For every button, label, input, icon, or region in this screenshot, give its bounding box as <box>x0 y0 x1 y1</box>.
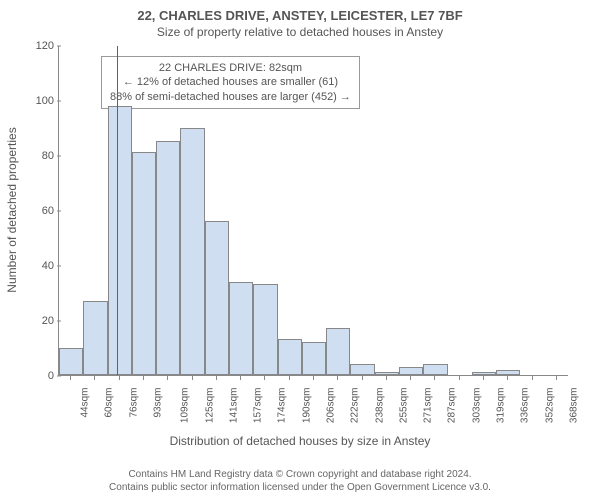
x-tick-label: 60sqm <box>104 388 115 418</box>
x-tick-label: 157sqm <box>252 388 263 424</box>
x-tick-label: 190sqm <box>301 388 312 424</box>
y-tick-label: 60 <box>30 205 54 217</box>
x-tick-label: 255sqm <box>398 388 409 424</box>
y-tick-label: 20 <box>30 315 54 327</box>
x-tick-mark <box>410 376 411 380</box>
x-tick-mark <box>507 376 508 380</box>
x-tick-label: 76sqm <box>128 388 139 418</box>
x-tick-mark <box>313 376 314 380</box>
histogram-bar <box>423 364 447 375</box>
histogram-bar <box>205 221 229 375</box>
x-tick-mark <box>434 376 435 380</box>
y-tick-label: 40 <box>30 260 54 272</box>
histogram-bar <box>399 367 423 375</box>
histogram-bar <box>156 141 180 375</box>
x-tick-label: 93sqm <box>153 388 164 418</box>
x-tick-label: 174sqm <box>277 388 288 424</box>
x-tick-mark <box>556 376 557 380</box>
x-tick-label: 238sqm <box>374 388 385 424</box>
histogram-bar <box>278 339 302 375</box>
histogram-bar <box>302 342 326 375</box>
x-tick-label: 352sqm <box>544 388 555 424</box>
x-tick-mark <box>386 376 387 380</box>
x-tick-label: 271sqm <box>422 388 433 424</box>
histogram-bar <box>59 348 83 376</box>
x-tick-mark <box>483 376 484 380</box>
x-tick-label: 319sqm <box>495 388 506 424</box>
x-tick-label: 206sqm <box>325 388 336 424</box>
x-tick-mark <box>192 376 193 380</box>
x-tick-mark <box>70 376 71 380</box>
annotation-line3: 88% of semi-detached houses are larger (… <box>110 90 351 104</box>
y-axis-label: Number of detached properties <box>5 127 19 292</box>
footer-line1: Contains HM Land Registry data © Crown c… <box>0 468 600 481</box>
histogram-bar <box>83 301 107 375</box>
histogram-bar <box>108 106 132 376</box>
y-tick-label: 120 <box>30 40 54 52</box>
footer: Contains HM Land Registry data © Crown c… <box>0 468 600 494</box>
histogram-bar <box>326 328 350 375</box>
x-tick-mark <box>362 376 363 380</box>
x-tick-label: 141sqm <box>228 388 239 424</box>
annotation-box: 22 CHARLES DRIVE: 82sqm ← 12% of detache… <box>101 56 360 109</box>
histogram-bar <box>229 282 253 376</box>
y-tick-label: 0 <box>30 370 54 382</box>
x-tick-mark <box>337 376 338 380</box>
annotation-line2: ← 12% of detached houses are smaller (61… <box>110 75 351 89</box>
reference-line <box>117 46 118 375</box>
histogram-bar <box>132 152 156 375</box>
plot-area: 22 CHARLES DRIVE: 82sqm ← 12% of detache… <box>58 46 568 376</box>
y-tick-label: 80 <box>30 150 54 162</box>
x-tick-label: 125sqm <box>204 388 215 424</box>
x-axis-label: Distribution of detached houses by size … <box>170 434 431 448</box>
x-tick-label: 109sqm <box>180 388 191 424</box>
x-tick-label: 368sqm <box>568 388 579 424</box>
x-tick-mark <box>167 376 168 380</box>
title-main: 22, CHARLES DRIVE, ANSTEY, LEICESTER, LE… <box>0 0 600 23</box>
x-tick-label: 222sqm <box>350 388 361 424</box>
footer-line2: Contains public sector information licen… <box>0 481 600 494</box>
histogram-bar <box>472 372 496 375</box>
x-tick-mark <box>264 376 265 380</box>
x-tick-label: 303sqm <box>471 388 482 424</box>
x-tick-label: 44sqm <box>80 388 91 418</box>
x-tick-label: 336sqm <box>520 388 531 424</box>
x-tick-mark <box>119 376 120 380</box>
x-tick-mark <box>94 376 95 380</box>
histogram-bar <box>375 372 399 375</box>
x-tick-mark <box>532 376 533 380</box>
x-tick-mark <box>143 376 144 380</box>
histogram-bar <box>350 364 374 375</box>
histogram-bar <box>496 370 520 376</box>
x-tick-mark <box>459 376 460 380</box>
chart-container: 22, CHARLES DRIVE, ANSTEY, LEICESTER, LE… <box>0 0 600 500</box>
histogram-bar <box>253 284 277 375</box>
y-tick-label: 100 <box>30 95 54 107</box>
x-tick-mark <box>289 376 290 380</box>
title-sub: Size of property relative to detached ho… <box>0 23 600 39</box>
x-tick-label: 287sqm <box>447 388 458 424</box>
annotation-line1: 22 CHARLES DRIVE: 82sqm <box>110 61 351 75</box>
chart-wrap: 22 CHARLES DRIVE: 82sqm ← 12% of detache… <box>58 46 568 416</box>
x-tick-mark <box>240 376 241 380</box>
histogram-bar <box>180 128 204 376</box>
x-tick-mark <box>216 376 217 380</box>
